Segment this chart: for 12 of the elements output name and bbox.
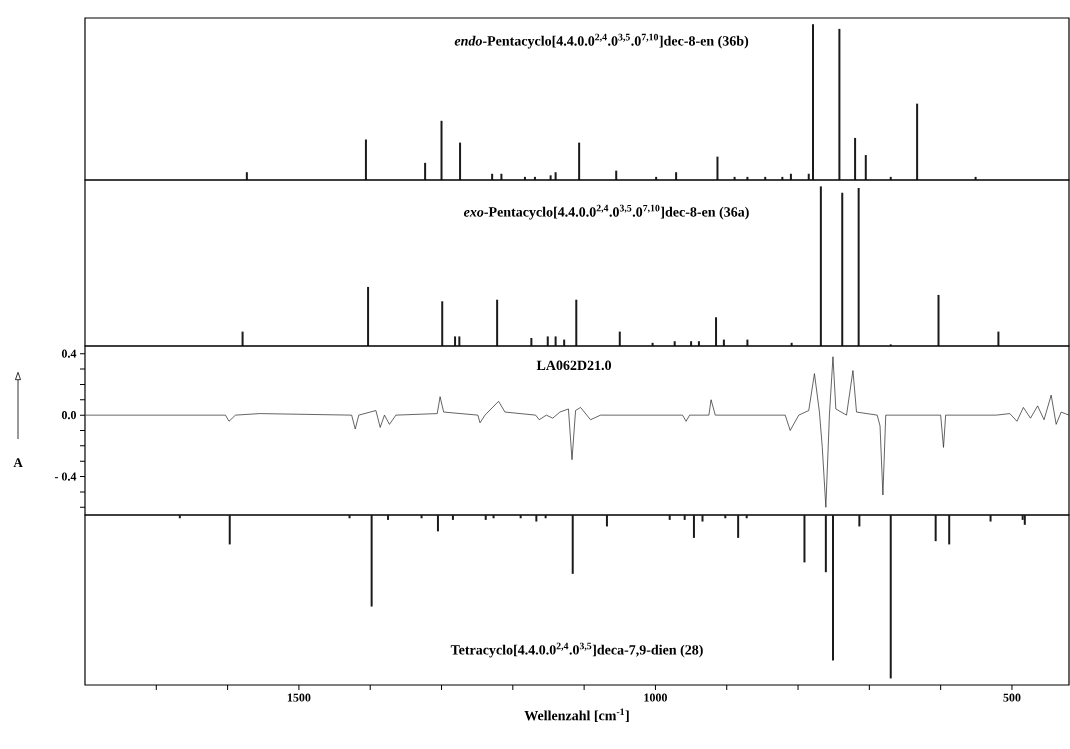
text: endo-Pentacyclo[4.4.0.0$^{2,4}$.0$^{3,5}$.0$^{7,10}$]dec-8-en (36b)	[454, 33, 749, 49]
text: exo-Pentacyclo[4.4.0.0$^{2,4}$.0$^{3,5}$.0$^{7,10}$]dec-8-en (36a)	[463, 204, 749, 220]
x-tick-label: 1500	[287, 693, 311, 702]
text: Tetracyclo[4.4.0.0$^{2,4}$.0$^{3,5}$]deca-7,9-dien (28)	[450, 642, 703, 658]
x-axis-title: Wellenzahl [cm$^{-1}$]	[524, 708, 629, 723]
y-tick-label: - 0.4	[54, 472, 77, 481]
x-tick-label: 1000	[644, 693, 667, 702]
text: LA062D21.0	[536, 360, 612, 371]
y-axis-title: A	[13, 458, 23, 467]
y-tick-label: 0.4	[61, 349, 77, 358]
y-tick-label: 0.0	[61, 411, 76, 420]
x-tick-label: 500	[1003, 693, 1021, 702]
